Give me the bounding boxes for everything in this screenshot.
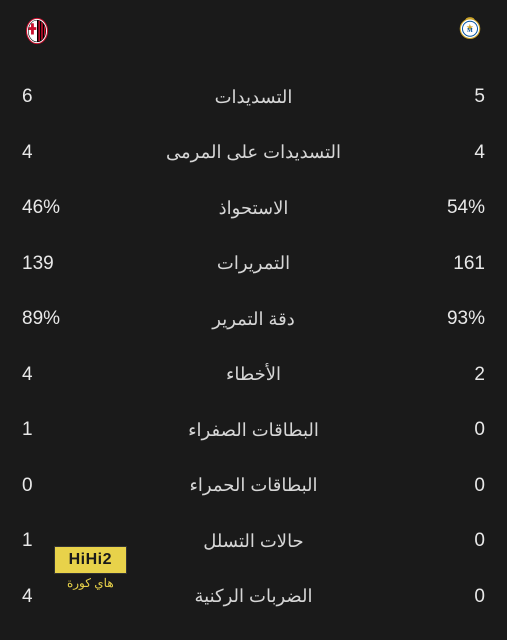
stat-home-value: 5 bbox=[415, 86, 485, 108]
stat-home-value: 2 bbox=[415, 364, 485, 386]
stat-away-value: 0 bbox=[22, 475, 92, 497]
stat-label: دقة التمرير bbox=[92, 309, 415, 330]
stat-home-value: 0 bbox=[415, 475, 485, 497]
stat-row: 93%دقة التمرير89% bbox=[22, 292, 485, 346]
stat-away-value: 46% bbox=[22, 197, 92, 219]
stat-home-value: 4 bbox=[415, 142, 485, 164]
stat-label: الضربات الركنية bbox=[92, 586, 415, 607]
stat-away-value: 1 bbox=[22, 419, 92, 441]
stat-label: التسديدات bbox=[92, 87, 415, 108]
stat-row: 2الأخطاء4 bbox=[22, 348, 485, 402]
stat-label: البطاقات الحمراء bbox=[92, 475, 415, 496]
teams-header: M bbox=[22, 12, 485, 70]
stat-home-value: 0 bbox=[415, 586, 485, 608]
stat-label: حالات التسلل bbox=[92, 531, 415, 552]
stat-away-value: 6 bbox=[22, 86, 92, 108]
home-team-logo: M bbox=[455, 16, 485, 46]
stat-home-value: 0 bbox=[415, 530, 485, 552]
stat-label: البطاقات الصفراء bbox=[92, 420, 415, 441]
stat-away-value: 139 bbox=[22, 253, 92, 275]
stat-label: التمريرات bbox=[92, 253, 415, 274]
match-stats-panel: M 5التسديدات64التسديد bbox=[0, 0, 507, 640]
stats-rows: 5التسديدات64التسديدات على المرمى454%الاس… bbox=[22, 70, 485, 624]
stat-label: التسديدات على المرمى bbox=[92, 142, 415, 163]
stat-label: الأخطاء bbox=[92, 364, 415, 385]
stat-row: 0البطاقات الصفراء1 bbox=[22, 403, 485, 457]
stat-row: 54%الاستحواذ46% bbox=[22, 181, 485, 235]
stat-home-value: 0 bbox=[415, 419, 485, 441]
stat-label: الاستحواذ bbox=[92, 198, 415, 219]
stat-away-value: 4 bbox=[22, 142, 92, 164]
away-team-logo bbox=[22, 16, 52, 46]
stat-home-value: 54% bbox=[415, 197, 485, 219]
stat-away-value: 4 bbox=[22, 364, 92, 386]
stat-row: 4التسديدات على المرمى4 bbox=[22, 126, 485, 180]
stat-row: 0البطاقات الحمراء0 bbox=[22, 459, 485, 513]
watermark: HiHi2 هاي كورة bbox=[54, 546, 127, 590]
watermark-badge: HiHi2 bbox=[54, 546, 127, 574]
stat-away-value: 89% bbox=[22, 308, 92, 330]
stat-row: 5التسديدات6 bbox=[22, 70, 485, 124]
svg-text:M: M bbox=[467, 28, 473, 34]
stat-home-value: 161 bbox=[415, 253, 485, 275]
watermark-subtext: هاي كورة bbox=[67, 576, 114, 590]
stat-home-value: 93% bbox=[415, 308, 485, 330]
stat-row: 161التمريرات139 bbox=[22, 237, 485, 291]
